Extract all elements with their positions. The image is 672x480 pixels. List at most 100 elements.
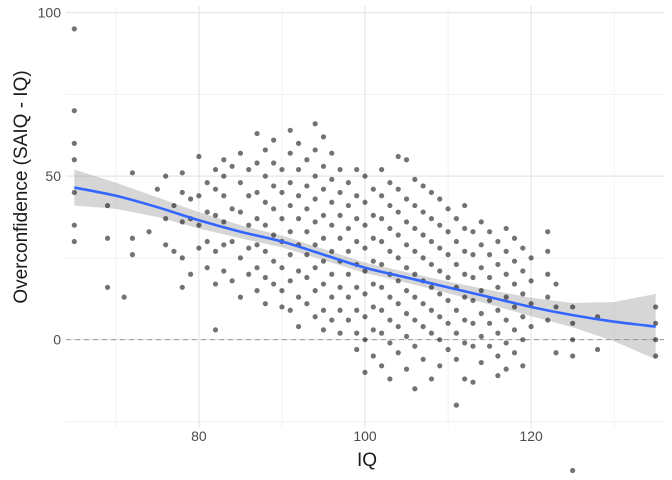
data-point bbox=[362, 369, 368, 375]
data-point bbox=[295, 216, 302, 222]
data-point bbox=[379, 284, 385, 290]
data-point bbox=[304, 183, 310, 189]
data-point bbox=[412, 202, 418, 209]
data-point bbox=[345, 294, 351, 300]
data-point bbox=[403, 219, 410, 225]
data-point bbox=[445, 229, 451, 235]
data-point bbox=[387, 376, 393, 382]
data-point bbox=[254, 242, 260, 248]
data-point bbox=[437, 222, 443, 228]
data-point bbox=[345, 317, 351, 323]
data-point bbox=[520, 314, 526, 320]
data-point bbox=[503, 294, 509, 300]
data-point bbox=[387, 340, 393, 346]
data-point bbox=[428, 216, 435, 222]
data-point bbox=[403, 157, 410, 163]
data-point bbox=[262, 274, 268, 281]
data-point bbox=[387, 294, 393, 300]
data-point bbox=[462, 340, 468, 346]
data-point bbox=[395, 186, 401, 192]
data-point bbox=[345, 180, 351, 186]
data-point bbox=[495, 261, 501, 268]
data-point bbox=[420, 183, 426, 189]
data-point bbox=[470, 297, 476, 304]
data-point bbox=[320, 134, 327, 140]
data-point bbox=[412, 271, 418, 277]
smooth-line-layer bbox=[74, 186, 656, 328]
data-point bbox=[329, 248, 335, 254]
data-point bbox=[503, 271, 509, 277]
data-point bbox=[279, 166, 285, 173]
data-point bbox=[362, 268, 368, 274]
data-point bbox=[395, 232, 401, 238]
data-point bbox=[478, 359, 484, 366]
data-point bbox=[437, 337, 443, 343]
data-point bbox=[287, 278, 293, 284]
data-point bbox=[520, 268, 526, 274]
data-point bbox=[312, 219, 318, 225]
data-point bbox=[254, 265, 260, 271]
data-point bbox=[387, 202, 393, 209]
data-point bbox=[545, 294, 551, 300]
data-point bbox=[428, 330, 435, 336]
data-point bbox=[528, 323, 534, 330]
data-point bbox=[445, 252, 451, 258]
data-point bbox=[337, 284, 343, 290]
data-point bbox=[345, 202, 351, 209]
data-point bbox=[312, 242, 318, 248]
data-point bbox=[345, 248, 351, 254]
data-point bbox=[312, 173, 318, 179]
data-point bbox=[653, 337, 659, 343]
data-point bbox=[221, 242, 227, 248]
data-point bbox=[594, 346, 601, 353]
data-point bbox=[412, 343, 418, 349]
data-point bbox=[221, 193, 227, 199]
data-point bbox=[395, 255, 401, 261]
data-point bbox=[503, 248, 509, 254]
data-point bbox=[495, 373, 501, 379]
data-point bbox=[412, 294, 418, 300]
data-point bbox=[395, 323, 401, 330]
y-tick-label: 100 bbox=[38, 5, 62, 21]
data-point bbox=[304, 206, 310, 212]
data-point bbox=[453, 216, 459, 222]
data-point bbox=[453, 261, 459, 268]
data-point bbox=[287, 127, 293, 133]
data-point bbox=[528, 255, 534, 261]
data-point bbox=[304, 252, 310, 258]
data-point bbox=[462, 376, 468, 382]
data-point bbox=[304, 157, 310, 163]
data-point bbox=[511, 350, 518, 356]
data-point bbox=[520, 245, 526, 251]
data-point bbox=[362, 173, 368, 179]
data-point bbox=[478, 242, 484, 248]
data-point bbox=[478, 219, 484, 225]
data-point bbox=[403, 242, 410, 248]
data-point bbox=[412, 248, 418, 254]
data-point bbox=[553, 304, 559, 310]
data-point bbox=[403, 196, 410, 202]
data-point bbox=[221, 268, 227, 274]
data-point bbox=[221, 173, 227, 179]
data-point bbox=[362, 222, 368, 228]
data-point bbox=[204, 265, 210, 271]
data-point bbox=[104, 284, 111, 290]
data-point bbox=[196, 193, 202, 199]
data-point bbox=[370, 304, 376, 310]
data-point bbox=[104, 235, 111, 241]
data-point bbox=[329, 176, 335, 182]
data-point bbox=[445, 346, 451, 353]
data-point bbox=[403, 265, 410, 271]
data-point bbox=[71, 26, 77, 32]
data-point bbox=[379, 307, 385, 313]
data-point bbox=[287, 180, 293, 186]
data-point bbox=[71, 222, 77, 228]
data-point bbox=[196, 222, 202, 228]
data-point bbox=[362, 245, 368, 251]
data-point bbox=[271, 183, 277, 189]
data-point bbox=[495, 353, 501, 359]
data-point bbox=[379, 238, 385, 245]
data-point bbox=[445, 206, 451, 212]
